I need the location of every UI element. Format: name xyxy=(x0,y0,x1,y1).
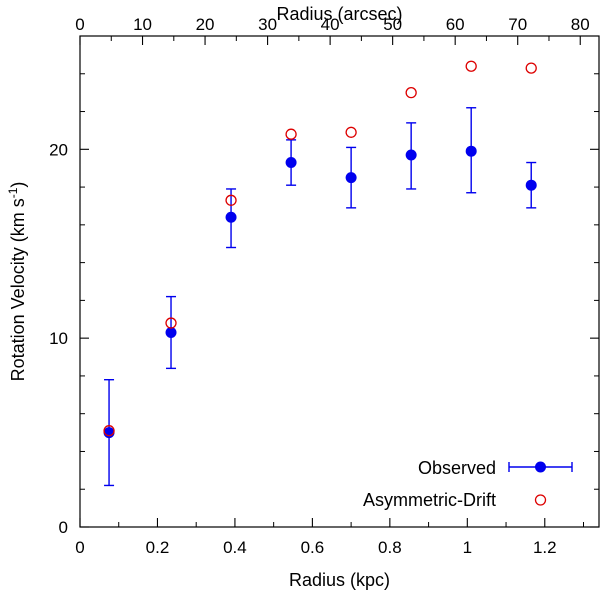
x-tick-label: 1 xyxy=(463,538,472,557)
x2-tick-label: 60 xyxy=(446,15,465,34)
asymmetric-drift-marker xyxy=(165,317,177,329)
x2-tick-label: 40 xyxy=(321,15,340,34)
observed-point xyxy=(345,146,357,209)
y-axis-title-main: Rotation Velocity (km s xyxy=(8,198,28,381)
x2-tick-label: 0 xyxy=(75,15,84,34)
asymmetric-drift-marker xyxy=(285,128,297,140)
axis-ticks xyxy=(79,36,599,528)
x-tick-label: 0.2 xyxy=(146,538,170,557)
y-axis-title-superscript: -1 xyxy=(6,187,20,198)
observed-marker xyxy=(103,427,115,439)
y-axis-title-close: ) xyxy=(8,182,28,188)
x-tick-label: 1.2 xyxy=(533,538,557,557)
x-tick-label: 0.8 xyxy=(378,538,402,557)
observed-marker xyxy=(225,211,237,223)
y-tick-label: 20 xyxy=(49,140,68,159)
x-axis-title: Radius (kpc) xyxy=(289,570,390,590)
observed-marker xyxy=(345,172,357,184)
axis-tick-labels: 0 0.2 0.4 0.6 0.8 1 1.2 0 10 20 30 40 50 60 70 80 0 10 20 xyxy=(49,15,590,557)
observed-point xyxy=(525,161,537,209)
asymmetric-drift-marker xyxy=(103,425,115,437)
x-tick-label: 0.6 xyxy=(301,538,325,557)
series-observed xyxy=(103,107,537,487)
x2-tick-label: 80 xyxy=(571,15,590,34)
legend-label-observed: Observed xyxy=(418,458,496,478)
x2-tick-label: 70 xyxy=(508,15,527,34)
legend-filled-circle xyxy=(535,461,546,473)
observed-point xyxy=(225,188,237,249)
observed-point xyxy=(465,107,477,194)
x-tick-label: 0 xyxy=(75,538,84,557)
x-tick-label: 0.4 xyxy=(223,538,247,557)
y-axis-title: Rotation Velocity (km s-1) xyxy=(6,182,28,382)
asymmetric-drift-marker xyxy=(225,194,237,206)
x2-tick-label: 20 xyxy=(196,15,215,34)
observed-point xyxy=(103,379,115,487)
x2-tick-label: 30 xyxy=(258,15,277,34)
x2-tick-label: 10 xyxy=(133,15,152,34)
y-tick-label: 0 xyxy=(59,518,68,537)
legend-label-asymmetric-drift: Asymmetric-Drift xyxy=(363,490,496,510)
y-tick-label: 10 xyxy=(49,329,68,348)
x2-tick-label: 50 xyxy=(383,15,402,34)
plot-frame xyxy=(79,35,600,528)
observed-point xyxy=(405,122,417,190)
legend-marker-observed xyxy=(508,461,573,473)
asymmetric-drift-marker xyxy=(345,126,357,138)
observed-point xyxy=(165,295,177,370)
observed-marker xyxy=(405,149,417,161)
series-asymmetric-drift xyxy=(103,60,537,437)
legend-open-circle xyxy=(534,494,547,506)
asymmetric-drift-marker xyxy=(465,60,477,72)
observed-marker xyxy=(525,179,537,191)
observed-point xyxy=(285,139,297,186)
asymmetric-drift-marker xyxy=(405,87,417,99)
asymmetric-drift-marker xyxy=(525,62,537,74)
x2-axis-title: Radius (arcsec) xyxy=(276,4,402,24)
observed-marker xyxy=(165,326,177,338)
legend: Observed Asymmetric-Drift xyxy=(363,458,573,510)
observed-marker xyxy=(285,157,297,169)
observed-marker xyxy=(465,145,477,157)
